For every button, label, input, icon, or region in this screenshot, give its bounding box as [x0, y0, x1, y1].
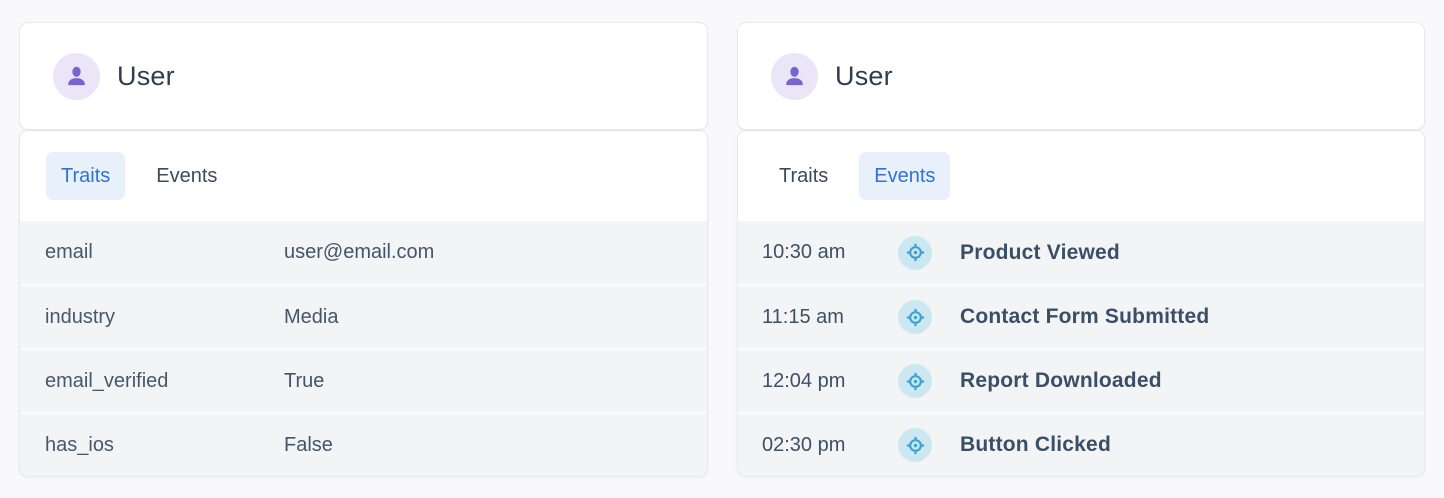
event-name: Product Viewed — [960, 240, 1120, 264]
target-icon — [898, 235, 932, 270]
user-icon — [68, 66, 85, 85]
trait-value: False — [284, 433, 333, 456]
tab-traits[interactable]: Traits — [46, 152, 126, 200]
target-icon — [898, 428, 932, 462]
event-row: 10:30 am Product Viewed — [738, 221, 1424, 284]
trait-value: user@email.com — [284, 241, 435, 263]
traits-table: email user@email.com industry Media emai… — [20, 221, 707, 476]
card-header: User — [737, 22, 1425, 130]
tab-bar: Traits Events — [20, 131, 707, 221]
event-time: 10:30 am — [762, 241, 846, 263]
trait-row: industry Media — [20, 284, 707, 348]
tab-events[interactable]: Events — [859, 152, 951, 200]
card-body: Traits Events 10:30 am Product Viewed — [737, 130, 1425, 477]
card-title: User — [117, 60, 175, 91]
avatar — [771, 52, 818, 100]
events-list: 10:30 am Product Viewed 11:15 am — [738, 221, 1424, 476]
event-name: Contact Form Submitted — [960, 305, 1210, 328]
avatar — [53, 52, 100, 100]
trait-value: True — [284, 369, 325, 392]
target-icon — [898, 300, 932, 334]
event-name: Button Clicked — [960, 433, 1111, 456]
event-time: 12:04 pm — [762, 369, 846, 392]
event-row: 02:30 pm Button Clicked — [738, 412, 1424, 476]
tab-events[interactable]: Events — [156, 165, 218, 187]
trait-key: industry — [45, 305, 116, 328]
trait-value: Media — [284, 305, 339, 328]
card-title: User — [835, 60, 893, 91]
user-traits-card: User Traits Events email user@email.com … — [19, 22, 708, 477]
trait-key: has_ios — [45, 433, 114, 456]
event-row: 11:15 am Contact Form Submitted — [738, 284, 1424, 348]
trait-row: email user@email.com — [20, 221, 707, 284]
card-header: User — [19, 22, 708, 130]
event-time: 02:30 pm — [762, 433, 846, 456]
tab-traits[interactable]: Traits — [779, 165, 829, 187]
user-events-card: User Traits Events 10:30 am — [737, 22, 1425, 477]
event-row: 12:04 pm Report Downloaded — [738, 348, 1424, 412]
trait-key: email — [45, 241, 93, 263]
event-time: 11:15 am — [762, 305, 844, 328]
event-name: Report Downloaded — [960, 369, 1162, 392]
tab-bar: Traits Events — [738, 131, 1424, 221]
target-icon — [898, 364, 932, 398]
trait-row: email_verified True — [20, 348, 707, 412]
trait-row: has_ios False — [20, 412, 707, 476]
user-icon — [786, 66, 803, 85]
trait-key: email_verified — [45, 369, 169, 392]
card-body: Traits Events email user@email.com indus… — [19, 130, 708, 477]
